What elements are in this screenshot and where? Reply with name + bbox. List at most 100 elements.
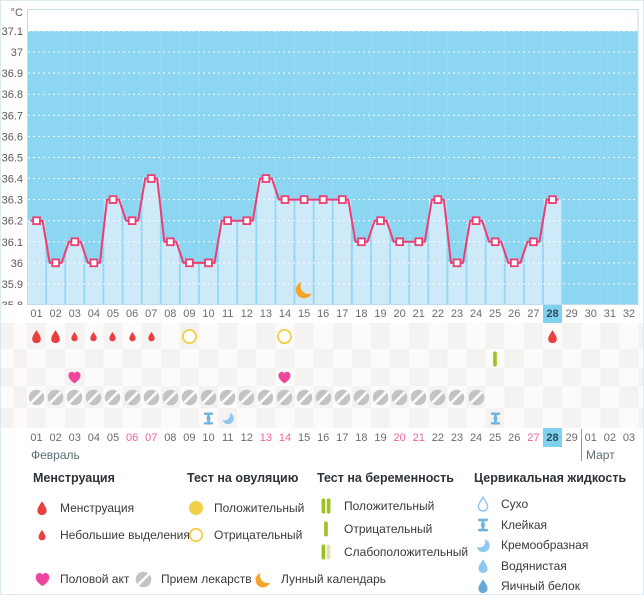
- pregnancy-test-cell[interactable]: [295, 349, 314, 368]
- menses-ovulation-cell[interactable]: [142, 323, 161, 349]
- cycle-day-cell[interactable]: 02: [49, 308, 62, 320]
- medication-cell[interactable]: [543, 386, 562, 408]
- pregnancy-test-cell[interactable]: [505, 349, 524, 368]
- medication-cell[interactable]: [237, 386, 256, 408]
- cycle-day-cell[interactable]: 09: [183, 308, 196, 320]
- menses-ovulation-cell[interactable]: [46, 323, 65, 349]
- menses-ovulation-cell[interactable]: [314, 323, 333, 349]
- cervical-cell[interactable]: [199, 408, 218, 428]
- menses-ovulation-cell[interactable]: [103, 323, 122, 349]
- date-cell[interactable]: 12: [240, 431, 253, 444]
- menses-ovulation-cell[interactable]: [428, 323, 447, 349]
- date-cell[interactable]: 05: [106, 431, 120, 444]
- intercourse-cell[interactable]: [409, 368, 428, 386]
- cervical-cell[interactable]: [390, 408, 409, 428]
- pregnancy-test-cell[interactable]: [256, 349, 275, 368]
- medication-cell[interactable]: [619, 386, 638, 408]
- intercourse-cell[interactable]: [256, 368, 275, 386]
- cycle-day-cell[interactable]: 29: [565, 308, 578, 320]
- pregnancy-test-cell[interactable]: [180, 349, 199, 368]
- pregnancy-test-cell[interactable]: [371, 349, 390, 368]
- pregnancy-test-cell[interactable]: [581, 349, 600, 368]
- date-cell[interactable]: 14: [278, 431, 292, 444]
- menses-ovulation-cell[interactable]: [295, 323, 314, 349]
- cervical-cell[interactable]: [543, 408, 562, 428]
- menses-ovulation-cell[interactable]: [371, 323, 390, 349]
- medication-cell[interactable]: [371, 386, 390, 408]
- medication-cell[interactable]: [409, 386, 428, 408]
- medication-cell[interactable]: [27, 386, 46, 408]
- menses-ovulation-cell[interactable]: [619, 323, 638, 349]
- menses-ovulation-cell[interactable]: [123, 323, 142, 349]
- pregnancy-test-cell[interactable]: [543, 349, 562, 368]
- cervical-cell[interactable]: [180, 408, 199, 428]
- intercourse-cell[interactable]: [65, 368, 84, 386]
- pregnancy-test-cell[interactable]: [390, 349, 409, 368]
- pregnancy-test-cell[interactable]: [524, 349, 543, 368]
- pregnancy-test-cell[interactable]: [409, 349, 428, 368]
- medication-cell[interactable]: [390, 386, 409, 408]
- menses-ovulation-cell[interactable]: [600, 323, 619, 349]
- date-cell[interactable]: 20: [393, 431, 406, 444]
- menses-ovulation-cell[interactable]: [333, 323, 352, 349]
- date-cell[interactable]: 02: [49, 431, 62, 444]
- medication-cell[interactable]: [428, 386, 447, 408]
- menses-ovulation-cell[interactable]: [447, 323, 466, 349]
- medication-cell[interactable]: [505, 386, 524, 408]
- intercourse-cell[interactable]: [123, 368, 142, 386]
- date-cell[interactable]: 03: [622, 431, 636, 444]
- cycle-day-cell[interactable]: 10: [202, 308, 215, 320]
- intercourse-cell[interactable]: [428, 368, 447, 386]
- cervical-cell[interactable]: [581, 408, 600, 428]
- menses-ovulation-cell[interactable]: [218, 323, 237, 349]
- pregnancy-test-cell[interactable]: [467, 349, 486, 368]
- cycle-day-cell[interactable]: 23: [450, 308, 464, 320]
- cycle-day-cell[interactable]: 17: [336, 308, 349, 320]
- pregnancy-test-cell[interactable]: [352, 349, 371, 368]
- menses-ovulation-cell[interactable]: [180, 323, 199, 349]
- medication-cell[interactable]: [180, 386, 199, 408]
- cycle-day-cell[interactable]: 32: [622, 308, 636, 320]
- medication-cell[interactable]: [84, 386, 103, 408]
- cycle-day-cell[interactable]: 15: [297, 308, 311, 320]
- intercourse-cell[interactable]: [581, 368, 600, 386]
- cycle-day-cell[interactable]: 06: [125, 308, 139, 320]
- pregnancy-test-cell[interactable]: [619, 349, 638, 368]
- menses-ovulation-cell[interactable]: [237, 323, 256, 349]
- date-cell[interactable]: 17: [336, 431, 349, 444]
- menses-ovulation-cell[interactable]: [524, 323, 543, 349]
- pregnancy-test-cell[interactable]: [314, 349, 333, 368]
- intercourse-cell[interactable]: [505, 368, 524, 386]
- date-cell[interactable]: 11: [221, 431, 234, 444]
- date-cell[interactable]: 19: [374, 431, 387, 444]
- pregnancy-test-cell[interactable]: [46, 349, 65, 368]
- cervical-cell[interactable]: [161, 408, 180, 428]
- intercourse-cell[interactable]: [180, 368, 199, 386]
- medication-cell[interactable]: [352, 386, 371, 408]
- cycle-day-cell[interactable]: 22: [431, 308, 444, 320]
- pregnancy-test-cell[interactable]: [65, 349, 84, 368]
- cervical-cell[interactable]: [314, 408, 333, 428]
- menses-ovulation-cell[interactable]: [27, 323, 46, 349]
- cervical-cell[interactable]: [333, 408, 352, 428]
- intercourse-cell[interactable]: [447, 368, 466, 386]
- medication-cell[interactable]: [142, 386, 161, 408]
- medication-cell[interactable]: [562, 386, 581, 408]
- intercourse-cell[interactable]: [218, 368, 237, 386]
- intercourse-cell[interactable]: [600, 368, 619, 386]
- cervical-cell[interactable]: [218, 408, 237, 428]
- menses-ovulation-cell[interactable]: [84, 323, 103, 349]
- cycle-day-cell[interactable]: 05: [106, 308, 120, 320]
- pregnancy-test-cell[interactable]: [161, 349, 180, 368]
- medication-cell[interactable]: [524, 386, 543, 408]
- cycle-day-cell[interactable]: 18: [355, 308, 368, 320]
- cycle-day-cell[interactable]: 26: [508, 308, 521, 320]
- menses-ovulation-cell[interactable]: [562, 323, 581, 349]
- intercourse-cell[interactable]: [352, 368, 371, 386]
- cervical-cell[interactable]: [371, 408, 390, 428]
- date-cell[interactable]: 02: [603, 431, 616, 444]
- date-cell[interactable]: 25: [489, 431, 502, 444]
- medication-cell[interactable]: [65, 386, 84, 408]
- medication-cell[interactable]: [295, 386, 314, 408]
- cycle-day-cell[interactable]: 16: [317, 308, 330, 320]
